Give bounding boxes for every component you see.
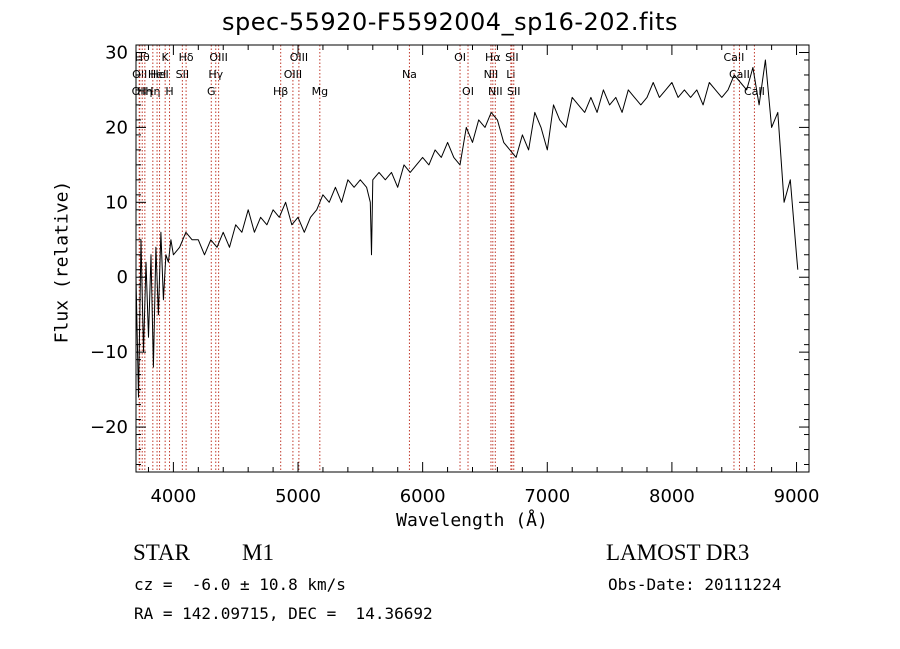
line-label: CaII	[729, 68, 750, 81]
object-subclass: M1	[242, 540, 274, 565]
line-label: CaII	[724, 51, 745, 64]
line-label: Hδ	[179, 51, 194, 64]
line-label: HeI	[148, 68, 166, 81]
line-label: OI	[454, 51, 466, 64]
line-label: SII	[507, 85, 520, 98]
y-tick-label: −10	[90, 342, 128, 363]
y-axis-label: Flux (relative)	[51, 180, 73, 344]
line-label: Na	[402, 68, 417, 81]
line-label: NII	[484, 68, 499, 81]
line-label: G	[207, 85, 216, 98]
y-tick-label: 0	[117, 267, 128, 288]
flux-series-line	[135, 59, 799, 398]
line-label: HeI	[150, 68, 168, 81]
line-label: OIII	[209, 51, 227, 64]
line-label: OIII	[284, 68, 302, 81]
x-tick-label: 5000	[275, 486, 321, 507]
chart-title: spec-55920-F5592004_sp16-202.fits	[222, 8, 678, 36]
line-label: K	[162, 51, 170, 64]
axis-ticks: 4000 5000 6000 7000 8000 9000 −20 −10 0 10 20 30	[90, 42, 819, 507]
line-label: Hη	[137, 85, 152, 98]
y-tick-label: 20	[105, 117, 128, 138]
y-tick-label: 10	[105, 192, 128, 213]
coordinates: RA = 142.09715, DEC = 14.36692	[134, 604, 433, 623]
line-label: OIII	[290, 51, 308, 64]
line-label: NII	[488, 85, 503, 98]
line-label: Hβ	[273, 85, 288, 98]
obs-date: Obs-Date: 20111224	[608, 575, 782, 594]
x-axis-label: Wavelength (Å)	[396, 510, 548, 531]
survey-name: LAMOST DR3	[606, 540, 750, 565]
x-tick-label: 9000	[774, 486, 820, 507]
x-tick-label: 4000	[150, 486, 196, 507]
line-label: Hθ	[135, 51, 150, 64]
x-tick-label: 6000	[400, 486, 446, 507]
line-label: CaII	[744, 85, 765, 98]
plot-frame	[135, 44, 810, 473]
line-label: Li	[506, 68, 515, 81]
spectrum-data-layer	[135, 59, 799, 398]
emission-lines-layer: OIIOIIHθHηHηHeIHeIKHSIIHδGHγOIIIHβOIIIOI…	[132, 45, 765, 472]
x-tick-label: 7000	[524, 486, 570, 507]
line-label: Mg	[312, 85, 328, 98]
line-label: Hγ	[208, 68, 223, 81]
x-tick-label: 8000	[649, 486, 695, 507]
line-label: H	[165, 85, 173, 98]
object-class: STAR	[133, 540, 190, 565]
line-label: Hη	[145, 85, 160, 98]
y-tick-label: 30	[105, 42, 128, 63]
line-label: SII	[176, 68, 189, 81]
line-label: Hα	[485, 51, 501, 64]
line-label: OI	[462, 85, 474, 98]
line-label: SII	[505, 51, 518, 64]
redshift-readout: cz = -6.0 ± 10.8 km/s	[134, 575, 346, 594]
y-tick-label: −20	[90, 417, 128, 438]
